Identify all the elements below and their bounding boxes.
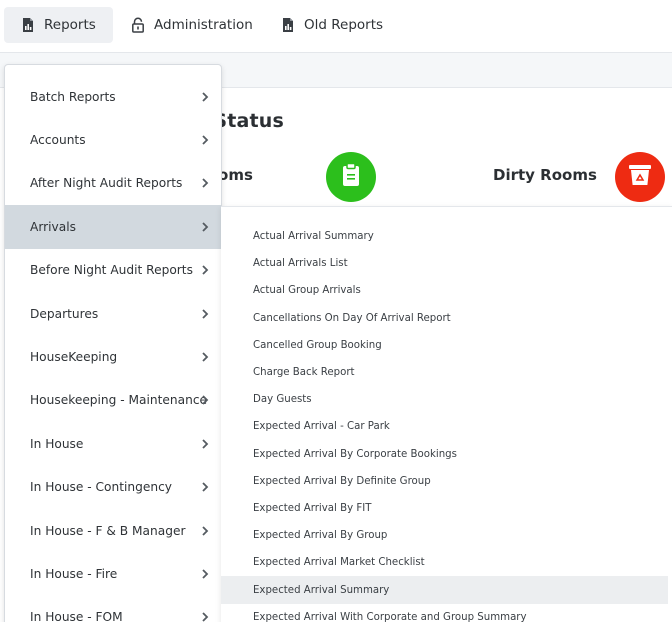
report-file-icon: [20, 17, 36, 33]
reports-dropdown-menu: Batch Reports Accounts After Night Audit…: [4, 64, 222, 622]
menu-item-arrivals[interactable]: Arrivals: [5, 205, 221, 249]
dirty-rooms-badge[interactable]: [615, 152, 665, 202]
menu-item-before-night-audit-reports[interactable]: Before Night Audit Reports: [5, 249, 221, 292]
submenu-item[interactable]: Actual Arrivals List: [253, 258, 348, 270]
submenu-item[interactable]: Expected Arrival By Corporate Bookings: [253, 448, 457, 460]
menu-item-label: Batch Reports: [30, 89, 116, 104]
chevron-right-icon: [202, 352, 209, 362]
submenu-item[interactable]: Cancellations On Day Of Arrival Report: [253, 312, 451, 324]
report-file-icon: [280, 17, 296, 33]
arrivals-submenu: Actual Arrival Summary Actual Arrivals L…: [221, 206, 672, 622]
menu-item-batch-reports[interactable]: Batch Reports: [5, 75, 221, 118]
menu-item-after-night-audit-reports[interactable]: After Night Audit Reports: [5, 162, 221, 205]
submenu-item[interactable]: Charge Back Report: [253, 367, 355, 379]
menu-item-label: In House - Contingency: [30, 480, 172, 495]
submenu-item[interactable]: Cancelled Group Booking: [253, 339, 382, 351]
tab-old-reports[interactable]: Old Reports: [280, 7, 383, 43]
chevron-right-icon: [202, 482, 209, 492]
tab-administration[interactable]: Administration: [130, 7, 253, 43]
chevron-right-icon: [202, 612, 209, 622]
submenu-item[interactable]: Expected Arrival By Group: [253, 530, 388, 542]
clipboard-icon: [340, 162, 362, 192]
menu-item-label: Accounts: [30, 133, 86, 148]
menu-item-in-house-fb-manager[interactable]: In House - F & B Manager: [5, 509, 221, 552]
menu-item-departures[interactable]: Departures: [5, 292, 221, 335]
chevron-right-icon: [202, 525, 209, 536]
menu-item-label: Before Night Audit Reports: [30, 263, 193, 278]
chevron-right-icon: [202, 309, 209, 319]
dirty-rooms-label: Dirty Rooms: [493, 166, 597, 184]
menu-item-label: HouseKeeping: [30, 350, 118, 365]
top-navigation: Reports Administration Old Reports: [0, 0, 672, 52]
menu-item-accounts[interactable]: Accounts: [5, 118, 221, 161]
menu-item-housekeeping-maintenance[interactable]: Housekeeping - Maintenance: [5, 379, 221, 422]
recycle-bin-icon: [627, 163, 653, 191]
menu-item-label: Arrivals: [30, 219, 76, 234]
chevron-right-icon: [202, 135, 209, 145]
menu-item-in-house[interactable]: In House: [5, 422, 221, 465]
menu-item-label: In House - F & B Manager: [30, 523, 186, 538]
submenu-item[interactable]: Expected Arrival By Definite Group: [253, 475, 431, 487]
submenu-item[interactable]: Expected Arrival By FIT: [253, 502, 372, 514]
tab-old-reports-label: Old Reports: [304, 17, 384, 33]
submenu-item[interactable]: Actual Arrival Summary: [253, 231, 374, 243]
chevron-right-icon: [202, 222, 209, 232]
chevron-right-icon: [202, 395, 209, 406]
chevron-right-icon: [202, 178, 209, 189]
menu-item-in-house-fire[interactable]: In House - Fire: [5, 552, 221, 595]
menu-item-label: Departures: [30, 306, 99, 321]
tab-reports[interactable]: Reports: [4, 7, 113, 43]
submenu-item[interactable]: Expected Arrival With Corporate and Grou…: [253, 611, 527, 622]
menu-item-label: In House - FOM: [30, 610, 123, 622]
submenu-item[interactable]: Expected Arrival Market Checklist: [253, 557, 425, 569]
chevron-right-icon: [202, 265, 209, 275]
menu-item-label: After Night Audit Reports: [30, 176, 183, 191]
menu-item-housekeeping[interactable]: HouseKeeping: [5, 335, 221, 378]
tab-administration-label: Administration: [154, 17, 253, 33]
menu-item-label: Housekeeping - Maintenance: [30, 393, 208, 408]
menu-item-label: In House: [30, 436, 84, 451]
tab-reports-label: Reports: [44, 17, 96, 33]
submenu-item[interactable]: Day Guests: [253, 394, 312, 406]
submenu-item[interactable]: Actual Group Arrivals: [253, 285, 361, 297]
submenu-item-hovered[interactable]: Expected Arrival Summary: [221, 576, 668, 604]
chevron-right-icon: [202, 439, 209, 449]
menu-item-label: In House - Fire: [30, 566, 118, 581]
chevron-right-icon: [202, 92, 209, 102]
clean-rooms-badge[interactable]: [326, 152, 376, 202]
menu-item-in-house-contingency[interactable]: In House - Contingency: [5, 466, 221, 509]
submenu-item[interactable]: Expected Arrival - Car Park: [253, 421, 390, 433]
chevron-right-icon: [202, 569, 209, 579]
menu-item-in-house-fom[interactable]: In House - FOM: [5, 596, 221, 622]
lock-icon: [130, 17, 146, 33]
